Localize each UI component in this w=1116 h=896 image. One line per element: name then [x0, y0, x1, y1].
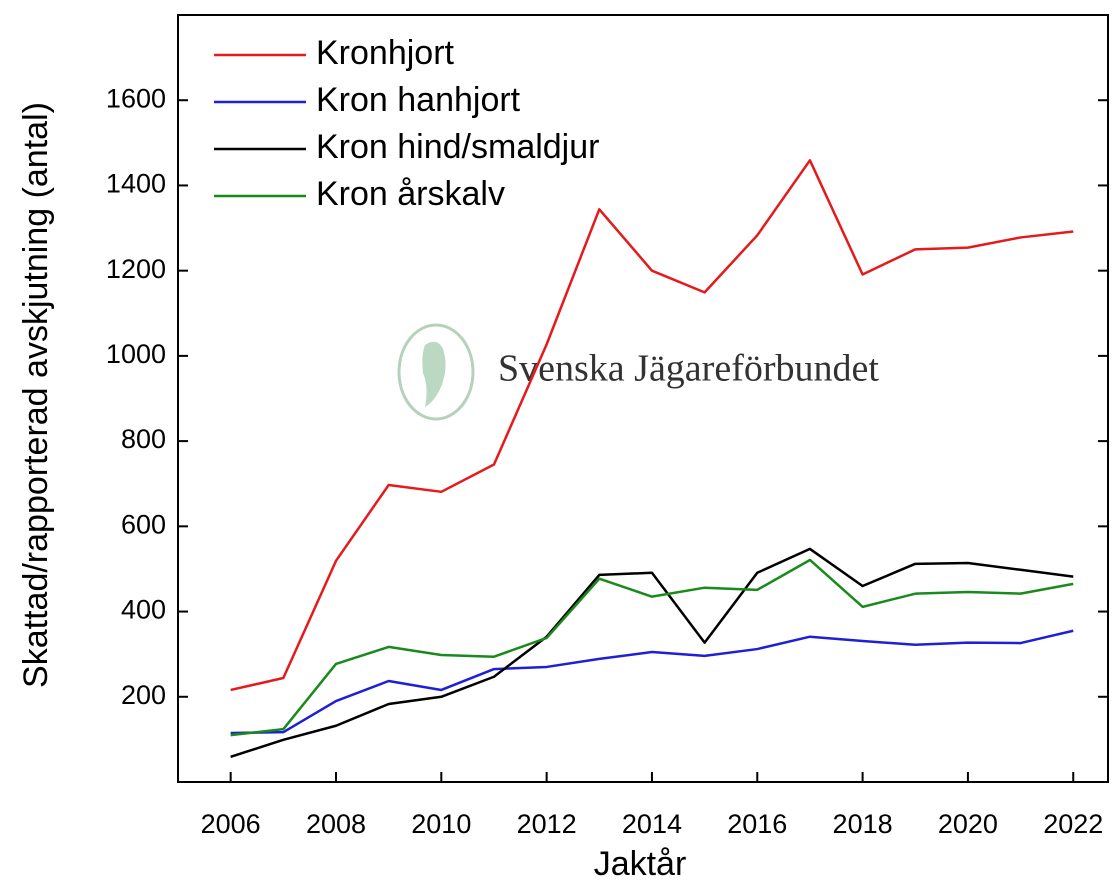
x-tick-label: 2018 — [833, 809, 893, 839]
y-tick-label: 1600 — [106, 83, 166, 113]
y-tick-label: 600 — [121, 509, 166, 539]
logo-bird — [422, 341, 446, 407]
y-axis-label: Skattad/rapporterad avskjutning (antal) — [17, 102, 55, 688]
series-line — [230, 159, 1074, 692]
watermark: Svenska Jägareförbundet — [498, 348, 879, 390]
legend-label: Kronhjort — [316, 34, 455, 72]
y-tick-label: 400 — [121, 595, 166, 625]
x-tick-label: 2022 — [1043, 809, 1103, 839]
legend-label: Kron hind/smaldjur — [316, 128, 599, 166]
y-tick-label: 800 — [121, 424, 166, 454]
series-line — [230, 629, 1074, 735]
x-tick-label: 2006 — [201, 809, 261, 839]
plot-frame — [177, 14, 1109, 783]
legend-label: Kron hanhjort — [316, 81, 521, 119]
logo-ring — [397, 323, 475, 421]
x-tick-label: 2020 — [938, 809, 998, 839]
x-tick-label: 2016 — [727, 809, 787, 839]
y-tick-label: 1400 — [106, 169, 166, 199]
x-tick-label: 2008 — [306, 809, 366, 839]
series-line — [230, 558, 1074, 737]
watermark-logo — [397, 323, 475, 421]
x-tick-label: 2010 — [411, 809, 471, 839]
y-tick-label: 1200 — [106, 254, 166, 284]
y-tick-label: 200 — [121, 680, 166, 710]
x-tick-label: 2012 — [517, 809, 577, 839]
series-line — [230, 547, 1074, 759]
x-tick-label: 2014 — [622, 809, 682, 839]
y-tick-label: 1000 — [106, 339, 166, 369]
legend-label: Kron årskalv — [316, 175, 505, 213]
x-axis-label: Jaktår — [594, 845, 687, 883]
